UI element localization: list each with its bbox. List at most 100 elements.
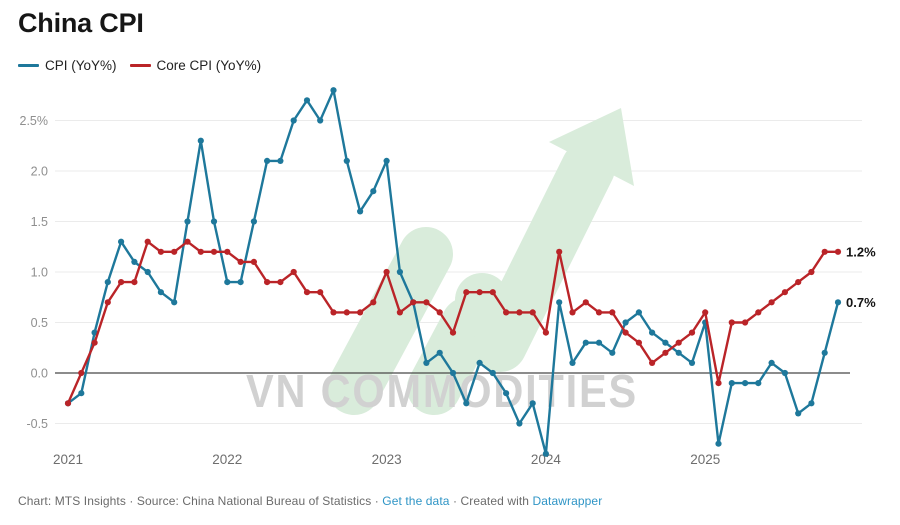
- data-point-cpi: [463, 400, 470, 407]
- data-point-core-cpi: [104, 299, 111, 306]
- data-point-core-cpi: [410, 299, 417, 306]
- y-axis-tick-label: 1.0: [31, 266, 48, 280]
- data-point-core-cpi: [423, 299, 430, 306]
- data-point-core-cpi: [649, 359, 656, 366]
- data-point-core-cpi: [755, 309, 762, 316]
- data-point-core-cpi: [250, 258, 257, 265]
- y-axis-tick-label: 1.5: [31, 215, 48, 229]
- x-axis-tick-label: 2024: [531, 452, 562, 467]
- data-point-core-cpi: [210, 248, 218, 255]
- data-point-cpi: [649, 329, 656, 336]
- data-point-cpi: [330, 87, 337, 94]
- data-point-cpi: [542, 450, 550, 457]
- data-point-core-cpi: [330, 309, 337, 316]
- data-point-core-cpi: [489, 289, 496, 296]
- x-axis-tick-label: 2025: [690, 452, 720, 467]
- data-point-core-cpi: [742, 319, 749, 326]
- footer-text: Chart: MTS Insights · Source: China Nati…: [18, 494, 383, 508]
- x-axis: 2021 2022 2023 2024 2025: [53, 452, 720, 467]
- data-point-core-cpi: [317, 289, 324, 296]
- data-point-core-cpi: [224, 248, 231, 255]
- data-point-core-cpi: [436, 309, 443, 316]
- data-point-core-cpi: [396, 309, 403, 316]
- data-point-cpi: [808, 400, 815, 407]
- data-point-core-cpi: [529, 309, 536, 316]
- data-point-core-cpi: [622, 329, 629, 336]
- data-point-core-cpi: [357, 309, 364, 316]
- data-point-core-cpi: [688, 329, 696, 336]
- data-point-core-cpi: [171, 248, 178, 255]
- end-value-label: 0.7%: [846, 295, 876, 310]
- data-point-core-cpi: [569, 309, 576, 316]
- data-point-cpi: [503, 390, 510, 397]
- data-point-core-cpi: [237, 258, 244, 265]
- data-point-core-cpi: [582, 299, 589, 306]
- data-point-core-cpi: [144, 238, 151, 245]
- data-point-cpi: [303, 97, 311, 104]
- data-point-core-cpi: [383, 268, 390, 276]
- data-point-cpi: [290, 117, 297, 124]
- data-point-core-cpi: [118, 279, 125, 286]
- data-point-cpi: [250, 218, 257, 225]
- watermark: VN COMMODITIES: [246, 108, 638, 417]
- data-point-core-cpi: [303, 289, 311, 296]
- y-axis-tick-label: -0.5: [26, 417, 48, 431]
- data-point-cpi: [529, 400, 536, 407]
- data-point-cpi: [795, 410, 802, 417]
- data-point-cpi: [715, 440, 722, 447]
- data-point-cpi: [768, 359, 775, 366]
- data-point-cpi: [264, 157, 271, 164]
- data-point-core-cpi: [834, 248, 842, 255]
- legend-label-cpi: CPI (YoY%): [45, 58, 117, 73]
- data-point-cpi: [609, 349, 616, 356]
- data-point-cpi: [237, 279, 244, 286]
- x-axis-tick-label: 2023: [372, 452, 402, 467]
- data-point-cpi: [157, 289, 164, 296]
- data-point-cpi: [556, 299, 563, 306]
- footer-text-2: · Created with: [449, 494, 533, 508]
- datawrapper-link[interactable]: Datawrapper: [532, 494, 603, 508]
- data-point-core-cpi: [821, 248, 828, 255]
- data-point-cpi: [144, 268, 151, 276]
- data-point-core-cpi: [476, 289, 483, 296]
- data-point-core-cpi: [449, 329, 457, 336]
- data-point-cpi: [78, 390, 85, 397]
- get-the-data-link[interactable]: Get the data: [382, 494, 450, 508]
- series-cpi-line: [64, 87, 842, 457]
- data-point-cpi: [317, 117, 324, 124]
- data-point-core-cpi: [768, 299, 775, 306]
- data-point-cpi: [396, 268, 403, 276]
- data-point-cpi: [675, 349, 682, 356]
- legend-item-core-cpi: Core CPI (YoY%): [129, 58, 261, 73]
- data-point-cpi: [622, 319, 629, 326]
- data-point-core-cpi: [184, 238, 191, 245]
- data-point-cpi: [184, 218, 191, 225]
- data-point-core-cpi: [728, 319, 735, 326]
- data-point-core-cpi: [635, 339, 643, 346]
- core-cpi-line-swatch-icon: [129, 63, 151, 68]
- series-core-cpi-line: [64, 238, 842, 407]
- data-point-cpi: [834, 299, 842, 306]
- data-point-core-cpi: [675, 339, 682, 346]
- growth-arrow-icon: [327, 108, 634, 415]
- end-value-label: 1.2%: [846, 244, 876, 259]
- data-point-cpi: [277, 157, 284, 164]
- watermark-text: VN COMMODITIES: [246, 365, 638, 417]
- data-point-core-cpi: [595, 309, 603, 316]
- data-point-core-cpi: [264, 279, 271, 286]
- data-point-cpi: [662, 339, 669, 346]
- data-point-core-cpi: [556, 248, 563, 255]
- data-point-core-cpi: [78, 369, 85, 377]
- y-axis-tick-label: 0.0: [31, 367, 48, 381]
- data-point-core-cpi: [370, 299, 377, 306]
- data-point-cpi: [197, 137, 204, 144]
- x-axis-tick-label: 2022: [212, 452, 242, 467]
- data-point-cpi: [131, 258, 138, 265]
- legend-item-cpi: CPI (YoY%): [18, 58, 117, 73]
- data-point-core-cpi: [702, 309, 709, 316]
- data-point-core-cpi: [609, 309, 616, 316]
- data-point-cpi: [104, 279, 111, 286]
- y-axis-tick-label: 0.5: [31, 316, 48, 330]
- data-point-core-cpi: [503, 309, 510, 316]
